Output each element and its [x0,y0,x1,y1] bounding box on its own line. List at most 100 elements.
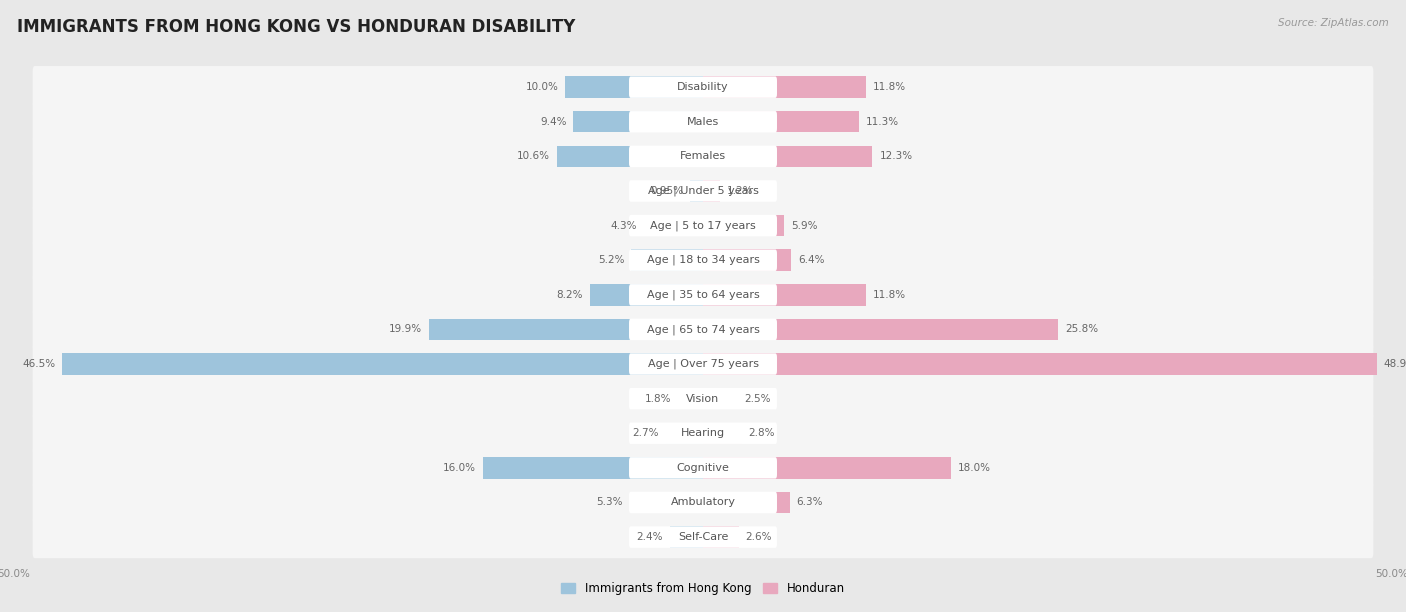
Text: 10.6%: 10.6% [517,151,550,162]
Bar [703,146,873,167]
FancyBboxPatch shape [628,492,778,513]
Text: 6.3%: 6.3% [797,498,823,507]
Text: 48.9%: 48.9% [1384,359,1406,369]
Bar [557,146,703,167]
FancyBboxPatch shape [32,378,1374,420]
Bar [703,111,859,132]
Bar [703,76,866,98]
Text: Age | 18 to 34 years: Age | 18 to 34 years [647,255,759,266]
FancyBboxPatch shape [32,170,1374,212]
Text: 19.9%: 19.9% [389,324,422,334]
FancyBboxPatch shape [32,239,1374,282]
FancyBboxPatch shape [628,353,778,375]
Bar [678,388,703,409]
FancyBboxPatch shape [32,100,1374,143]
Bar [703,181,720,202]
Bar [644,215,703,236]
Text: 1.2%: 1.2% [727,186,754,196]
FancyBboxPatch shape [32,135,1374,177]
FancyBboxPatch shape [628,181,778,202]
Text: Ambulatory: Ambulatory [671,498,735,507]
Text: 5.3%: 5.3% [596,498,623,507]
FancyBboxPatch shape [628,457,778,479]
Bar [703,388,738,409]
Bar [703,319,1059,340]
Bar [703,492,790,513]
FancyBboxPatch shape [32,447,1374,489]
Bar [631,250,703,271]
Text: 46.5%: 46.5% [22,359,55,369]
Text: 10.0%: 10.0% [526,82,558,92]
Bar [703,250,792,271]
Bar [482,457,703,479]
Text: Vision: Vision [686,394,720,404]
Bar [591,284,703,305]
Text: 2.4%: 2.4% [637,532,664,542]
Text: Disability: Disability [678,82,728,92]
FancyBboxPatch shape [628,146,778,167]
FancyBboxPatch shape [32,274,1374,316]
Text: 5.9%: 5.9% [792,220,818,231]
Bar [565,76,703,98]
FancyBboxPatch shape [628,250,778,271]
FancyBboxPatch shape [32,516,1374,558]
Text: Age | Over 75 years: Age | Over 75 years [648,359,758,369]
FancyBboxPatch shape [32,308,1374,351]
FancyBboxPatch shape [628,319,778,340]
Text: Hearing: Hearing [681,428,725,438]
Bar [703,353,1376,375]
Bar [703,526,738,548]
Text: Males: Males [688,117,718,127]
Text: IMMIGRANTS FROM HONG KONG VS HONDURAN DISABILITY: IMMIGRANTS FROM HONG KONG VS HONDURAN DI… [17,18,575,36]
Bar [429,319,703,340]
Text: 9.4%: 9.4% [540,117,567,127]
Text: 4.3%: 4.3% [610,220,637,231]
Text: 2.7%: 2.7% [633,428,659,438]
FancyBboxPatch shape [32,412,1374,454]
FancyBboxPatch shape [32,482,1374,524]
Bar [62,353,703,375]
Text: 2.6%: 2.6% [745,532,772,542]
Text: Age | 35 to 64 years: Age | 35 to 64 years [647,289,759,300]
Text: Source: ZipAtlas.com: Source: ZipAtlas.com [1278,18,1389,28]
Bar [669,526,703,548]
FancyBboxPatch shape [628,526,778,548]
Text: Females: Females [681,151,725,162]
Text: 25.8%: 25.8% [1066,324,1098,334]
Text: Age | Under 5 years: Age | Under 5 years [648,185,758,196]
Text: 11.8%: 11.8% [873,82,905,92]
Text: 16.0%: 16.0% [443,463,475,473]
Bar [666,422,703,444]
Text: 12.3%: 12.3% [879,151,912,162]
FancyBboxPatch shape [628,422,778,444]
Text: Cognitive: Cognitive [676,463,730,473]
Text: Self-Care: Self-Care [678,532,728,542]
Text: Age | 65 to 74 years: Age | 65 to 74 years [647,324,759,335]
Text: 6.4%: 6.4% [799,255,824,265]
FancyBboxPatch shape [32,343,1374,385]
Bar [703,215,785,236]
FancyBboxPatch shape [628,111,778,132]
Bar [703,284,866,305]
FancyBboxPatch shape [628,284,778,305]
Bar [703,457,950,479]
Text: 2.8%: 2.8% [748,428,775,438]
Bar [574,111,703,132]
Text: Age | 5 to 17 years: Age | 5 to 17 years [650,220,756,231]
Bar [703,422,741,444]
Text: 0.95%: 0.95% [650,186,683,196]
FancyBboxPatch shape [628,76,778,98]
Text: 2.5%: 2.5% [744,394,770,404]
Bar [690,181,703,202]
Text: 5.2%: 5.2% [598,255,624,265]
Legend: Immigrants from Hong Kong, Honduran: Immigrants from Hong Kong, Honduran [557,577,849,600]
Text: 8.2%: 8.2% [557,290,583,300]
FancyBboxPatch shape [32,66,1374,108]
FancyBboxPatch shape [628,215,778,236]
Text: 11.3%: 11.3% [866,117,898,127]
Text: 11.8%: 11.8% [873,290,905,300]
Bar [630,492,703,513]
Text: 18.0%: 18.0% [957,463,991,473]
FancyBboxPatch shape [628,388,778,409]
FancyBboxPatch shape [32,204,1374,247]
